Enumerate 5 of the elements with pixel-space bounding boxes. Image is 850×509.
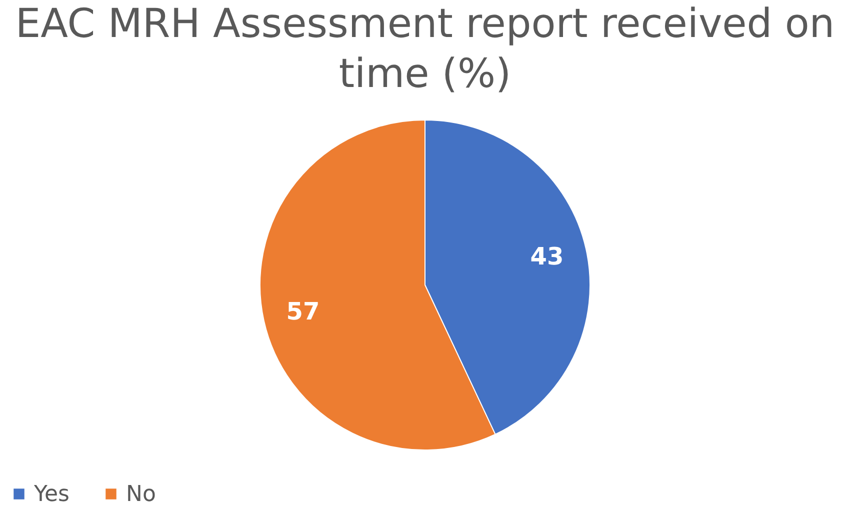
chart-title: EAC MRH Assessment report received on time (%) bbox=[15, 1, 835, 97]
data-label: 57 bbox=[286, 297, 320, 326]
data-label: 43 bbox=[530, 242, 564, 271]
legend-label: No bbox=[126, 482, 156, 507]
legend-label: Yes bbox=[33, 482, 70, 507]
